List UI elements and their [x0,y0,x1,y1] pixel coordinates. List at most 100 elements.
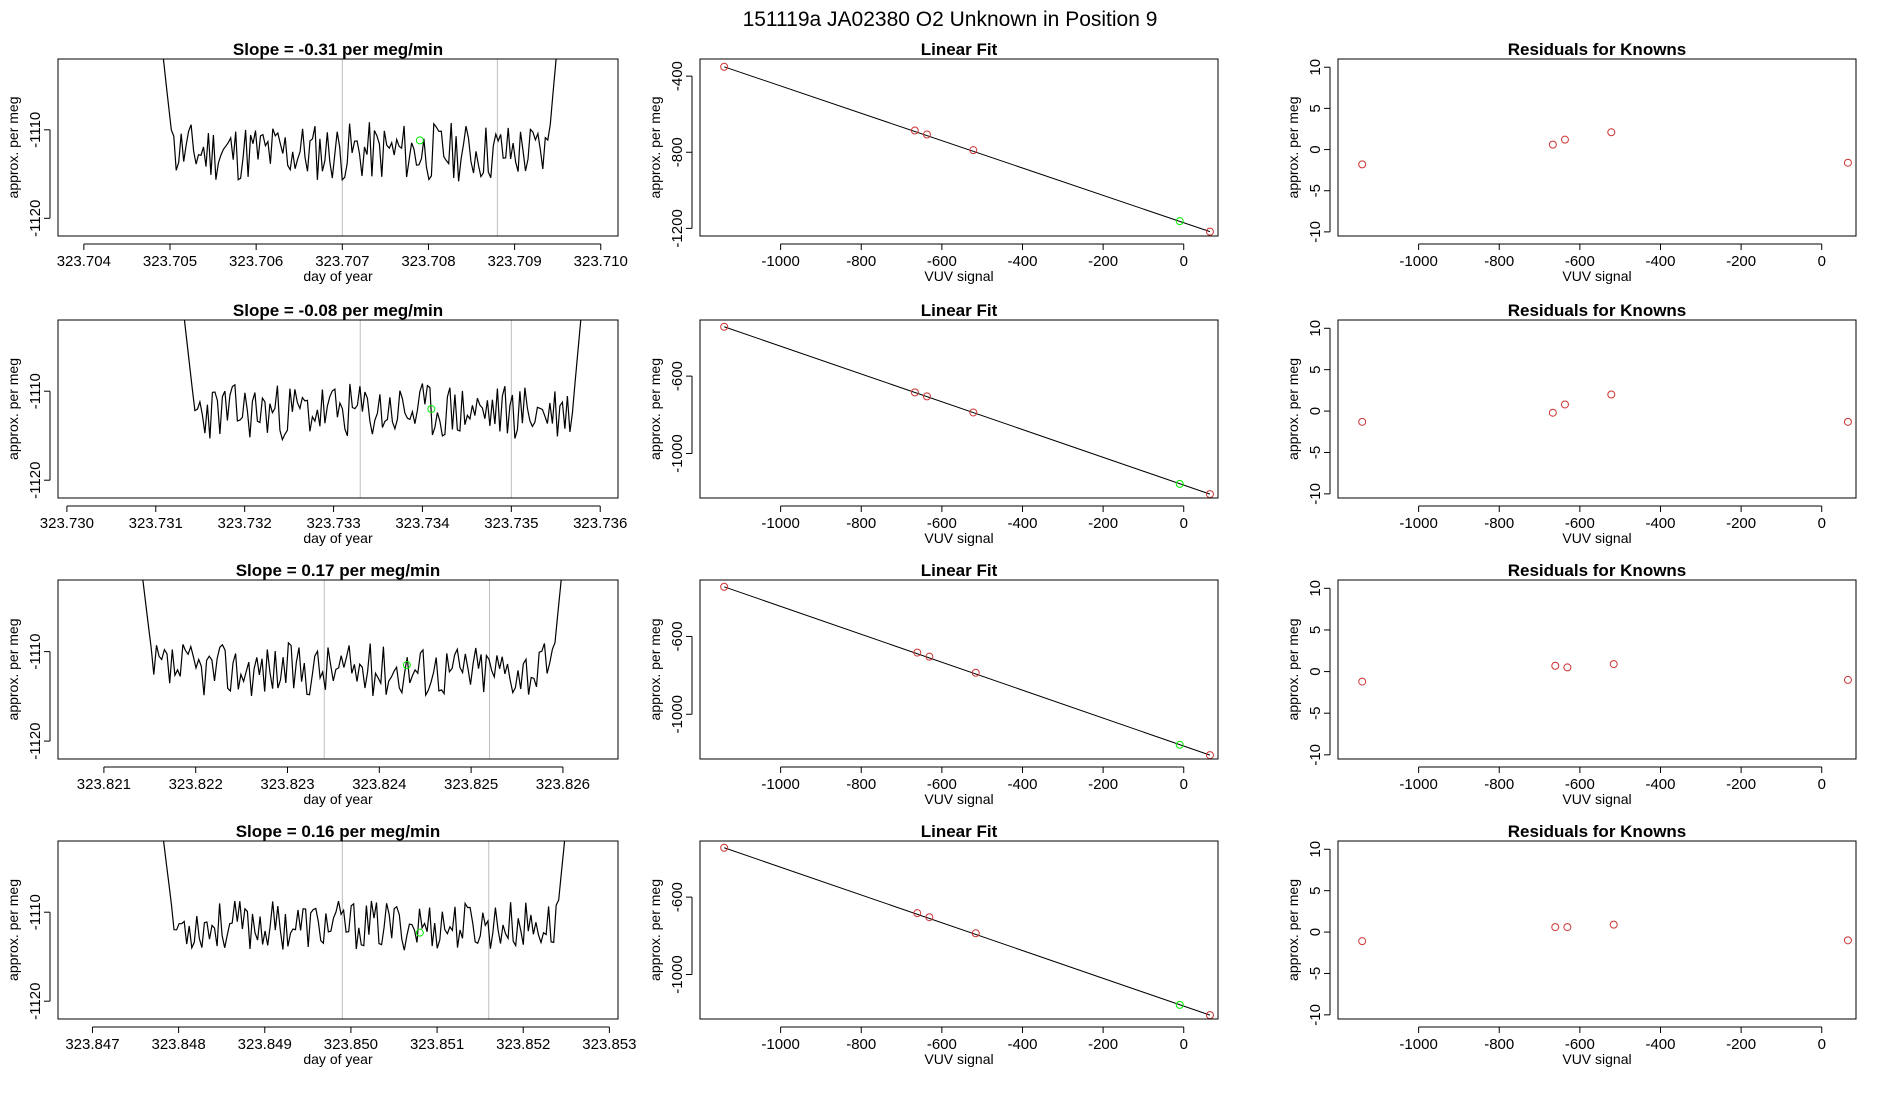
x-axis-label: VUV signal [1562,791,1631,807]
known-point [925,652,934,661]
x-tick-label: 323.852 [496,1036,550,1053]
y-tick-label: 5 [1307,366,1324,374]
x-tick-label: 0 [1180,776,1188,793]
x-tick-label: -400 [1645,515,1675,532]
residual-point [1548,408,1557,417]
x-tick-label: 0 [1180,515,1188,532]
x-axis-label: day of year [303,530,373,546]
known-point [971,668,980,677]
unknown-point [1175,1000,1184,1009]
y-tick-label: 5 [1307,887,1324,895]
known-point [720,62,729,71]
y-axis-label: approx. per meg [1285,879,1301,981]
x-tick-label: 0 [1818,776,1826,793]
residual-point [1843,417,1852,426]
x-axis-label: VUV signal [924,791,993,807]
chart-title: Residuals for Knowns [1508,822,1687,841]
y-tick-label: -600 [669,882,686,912]
known-point [922,130,931,139]
x-tick-label: -1000 [761,1036,799,1053]
x-tick-label: 323.735 [484,515,538,532]
x-tick-label: -800 [846,253,876,270]
y-tick-label: 5 [1307,626,1324,634]
x-tick-label: -200 [1726,515,1756,532]
x-tick-label: 323.851 [410,1036,464,1053]
x-tick-label: 323.732 [218,515,272,532]
x-tick-label: -200 [1088,515,1118,532]
y-axis-label: approx. per meg [5,97,21,199]
x-tick-label: 323.736 [573,515,627,532]
x-tick-label: -200 [1088,776,1118,793]
y-tick-label: 0 [1307,407,1324,415]
plot-area [720,843,1214,1019]
chart-panel-2-3: Residuals for Knowns VUV signal approx. pe… [1285,301,1857,546]
known-point [720,322,729,331]
known-point [1205,227,1214,236]
y-tick-label: -600 [669,621,686,651]
fit-line [724,326,1211,495]
chart-title: Linear Fit [921,822,998,841]
chart-title: Slope = 0.17 per meg/min [236,561,441,580]
fit-line [724,66,1211,233]
y-tick-label: 10 [1307,320,1324,337]
unknown-point [415,928,424,937]
y-axis-label: approx. per meg [647,879,663,981]
unknown-point [1175,740,1184,749]
chart-title: Residuals for Knowns [1508,561,1687,580]
plot-area [720,582,1214,759]
y-tick-label: -10 [1307,221,1324,243]
residual-point [1551,661,1560,670]
x-tick-label: -800 [846,1036,876,1053]
chart-panel-3-1: Slope = 0.17 per meg/min day of year appro… [5,561,619,807]
panels: Slope = -0.31 per meg/min day of year appr… [5,40,1857,1067]
plot-frame [699,319,1219,499]
x-tick-label: -200 [1726,1036,1756,1053]
chart-panel-4-3: Residuals for Knowns VUV signal approx. pe… [1285,822,1857,1067]
plot-frame [1337,579,1857,760]
plot-area [162,59,557,236]
x-tick-label: -1000 [1399,776,1437,793]
residual-point [1609,920,1618,929]
residual-point [1563,663,1572,672]
known-point [910,388,919,397]
x-axis-label: VUV signal [1562,1051,1631,1067]
x-tick-label: -1000 [761,515,799,532]
plot-frame [57,319,619,499]
y-tick-label: -5 [1307,184,1324,197]
x-tick-label: -800 [1484,253,1514,270]
y-tick-label: -1120 [27,462,44,499]
y-tick-label: -5 [1307,446,1324,459]
plot-frame [57,58,619,237]
x-tick-label: -600 [927,515,957,532]
plot-area [720,62,1214,236]
y-axis-label: approx. per meg [1285,619,1301,721]
known-point [969,408,978,417]
chart-panel-4-2: Linear Fit VUV signal approx. per meg -1000… [647,822,1219,1067]
data-trace [142,580,562,698]
y-axis-label: approx. per meg [647,619,663,721]
plot-frame [1337,840,1857,1020]
plot-frame [699,579,1219,760]
x-tick-label: 0 [1818,1036,1826,1053]
known-point [922,392,931,401]
residual-point [1548,140,1557,149]
x-tick-label: 323.706 [229,253,283,270]
chart-title: Linear Fit [921,40,998,59]
plot-frame [699,58,1219,237]
unknown-point [402,661,411,670]
x-tick-label: 323.847 [65,1036,119,1053]
y-tick-label: -1110 [27,894,44,930]
chart-panel-3-2: Linear Fit VUV signal approx. per meg -1000… [647,561,1219,807]
x-tick-label: -400 [1645,776,1675,793]
residual-point [1358,160,1367,169]
plot-area [162,841,566,1019]
y-axis-label: approx. per meg [1285,358,1301,460]
y-tick-label: -1120 [27,200,44,237]
residual-point [1551,923,1560,932]
x-tick-label: -400 [1007,515,1037,532]
x-axis-label: day of year [303,791,373,807]
residual-point [1609,660,1618,669]
chart-title: Slope = 0.16 per meg/min [236,822,441,841]
chart-panel-1-1: Slope = -0.31 per meg/min day of year appr… [5,40,628,284]
x-tick-label: -600 [1565,253,1595,270]
